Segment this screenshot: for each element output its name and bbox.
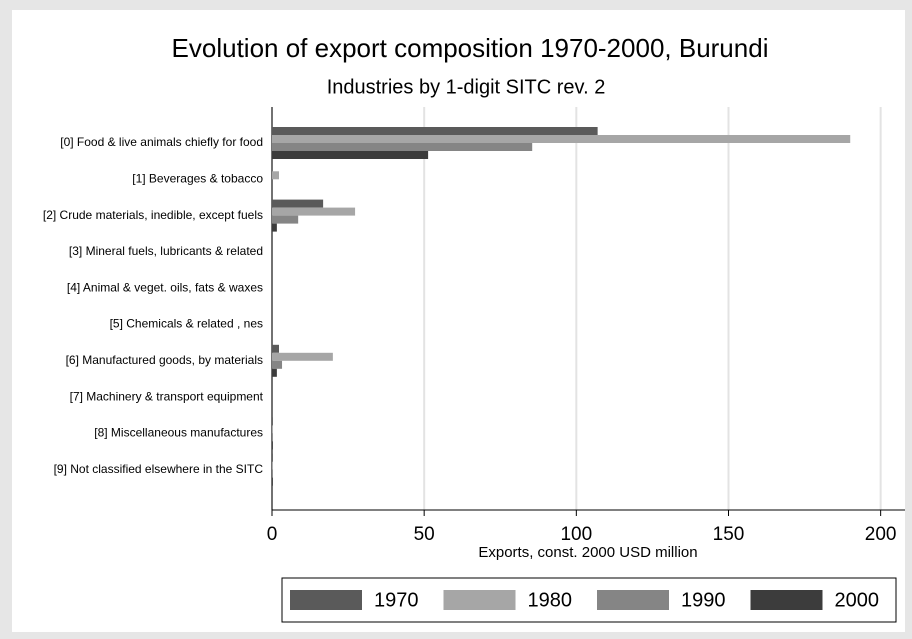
bar <box>272 417 273 426</box>
bar <box>272 344 279 353</box>
y-tick-label: [9] Not classified elsewhere in the SITC <box>54 462 264 476</box>
y-tick-label: [3] Mineral fuels, lubricants & related <box>69 244 263 258</box>
legend-swatch <box>443 590 516 610</box>
bar <box>272 469 273 478</box>
bar <box>272 143 533 151</box>
legend-label: 1970 <box>374 589 419 611</box>
chart-subtitle: Industries by 1-digit SITC rev. 2 <box>327 76 606 98</box>
bar <box>272 477 273 486</box>
y-tick-label: [7] Machinery & transport equipment <box>70 389 264 403</box>
bar <box>272 453 273 462</box>
bar <box>272 127 598 135</box>
y-tick-label: [1] Beverages & tobacco <box>132 171 263 185</box>
y-tick-label: [5] Chemicals & related , nes <box>110 317 263 331</box>
bar <box>272 360 283 369</box>
bar <box>272 199 324 208</box>
x-tick-label: 0 <box>267 524 278 545</box>
y-tick-label: [8] Miscellaneous manufactures <box>94 426 263 440</box>
bar <box>272 215 299 224</box>
y-tick-label: [4] Animal & veget. oils, fats & waxes <box>67 280 263 294</box>
bar <box>272 207 356 216</box>
bar <box>272 368 277 377</box>
bar <box>272 151 429 159</box>
x-tick-label: 50 <box>414 524 435 545</box>
legend-label: 1980 <box>528 589 573 611</box>
x-tick-label: 150 <box>713 524 745 545</box>
bar <box>272 461 273 470</box>
chart-title: Evolution of export composition 1970-200… <box>172 33 769 63</box>
bar <box>272 223 277 232</box>
x-axis-title: Exports, const. 2000 USD million <box>478 544 697 561</box>
y-tick-label: [6] Manufactured goods, by materials <box>66 353 263 367</box>
bar <box>272 352 333 361</box>
legend-label: 1990 <box>681 589 726 611</box>
graph-region <box>12 10 905 632</box>
bar <box>272 425 273 434</box>
y-tick-label: [0] Food & live animals chiefly for food <box>60 135 263 149</box>
bar <box>272 171 279 180</box>
x-tick-label: 100 <box>560 524 592 545</box>
legend-label: 2000 <box>835 589 880 611</box>
bar <box>272 441 273 450</box>
legend-swatch <box>597 590 669 610</box>
bar <box>272 433 273 442</box>
legend-swatch <box>750 590 823 610</box>
legend-swatch <box>290 590 362 610</box>
x-tick-label: 200 <box>865 524 897 545</box>
y-tick-label: [2] Crude materials, inedible, except fu… <box>43 208 263 222</box>
bar <box>272 135 851 143</box>
